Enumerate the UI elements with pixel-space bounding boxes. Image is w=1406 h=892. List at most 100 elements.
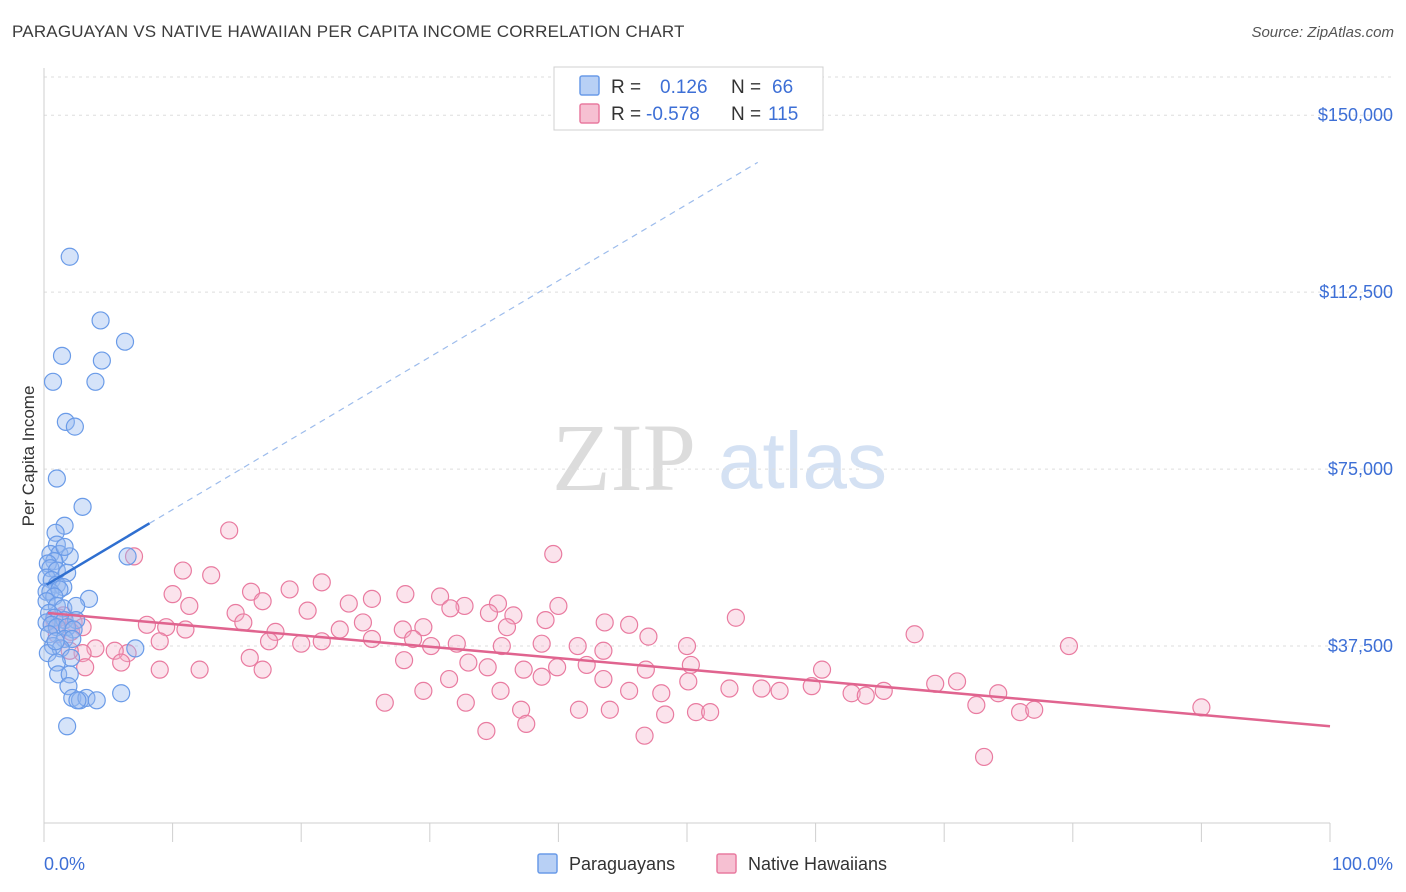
legend-swatch-paraguayans <box>579 75 600 96</box>
native-hawaiian-point <box>1010 703 1030 722</box>
chart-title: PARAGUAYAN VS NATIVE HAWAIIAN PER CAPITA… <box>12 22 685 41</box>
bottom-legend-swatch-native-hawaiians <box>716 853 737 874</box>
native-hawaiian-point <box>456 693 475 712</box>
native-hawaiian-point <box>514 660 533 679</box>
native-hawaiian-point <box>163 585 182 604</box>
native-hawaiian-point <box>600 700 619 719</box>
legend-n-label-2: N = <box>731 104 761 125</box>
native-hawaiian-point <box>491 681 510 700</box>
native-hawaiian-point <box>720 679 739 698</box>
native-hawaiian-point <box>150 660 169 679</box>
paraguayan-point <box>59 677 78 696</box>
watermark-atlas: atlas <box>718 416 887 505</box>
legend-swatch-native-hawaiians <box>579 103 600 124</box>
native-hawaiian-point <box>180 596 199 616</box>
native-hawaiian-point <box>353 613 373 632</box>
paraguayan-point <box>126 639 145 658</box>
native-hawaiian-point <box>512 700 531 719</box>
paraguayan-point <box>86 372 105 391</box>
paraguayan-point <box>73 497 92 516</box>
native-hawaiian-point <box>312 632 331 651</box>
watermark-zip: ZIP <box>552 404 696 511</box>
native-hawaiian-point <box>253 592 272 611</box>
native-hawaiian-point <box>253 660 272 679</box>
native-hawaiian-point <box>726 608 745 627</box>
native-hawaiian-point <box>635 726 654 745</box>
paraguayan-point <box>65 417 84 436</box>
paraguayan-trend-extension <box>149 161 759 524</box>
native-hawaiian-point <box>770 681 789 700</box>
native-hawaiian-point <box>220 521 239 540</box>
axes <box>43 68 1331 842</box>
native-hawaiian-point <box>620 615 639 634</box>
y-tick-label: $37,500 <box>1328 636 1393 656</box>
native-hawaiian-point <box>394 651 414 670</box>
paraguayan-point <box>112 684 131 703</box>
native-hawaiian-point <box>202 566 221 585</box>
native-hawaiian-point <box>947 672 967 691</box>
native-hawaiian-point <box>441 599 460 618</box>
paraguayan-point <box>60 247 79 266</box>
native-hawaiian-point <box>226 603 245 623</box>
native-hawaiian-point <box>292 634 311 653</box>
native-hawaiian-point <box>504 606 523 625</box>
x-tick-label-min: 0.0% <box>44 854 85 874</box>
paraguayan-point <box>92 351 111 370</box>
paraguayan-point <box>118 547 137 566</box>
native-hawaiian-point <box>1025 700 1044 719</box>
native-hawaiian-point <box>330 620 349 639</box>
paraguayan-point <box>56 412 75 432</box>
legend-r-value-2: -0.578 <box>646 104 700 125</box>
native-hawaiian-point <box>620 681 639 700</box>
native-hawaiian-point <box>479 603 499 623</box>
native-hawaiian-point <box>375 693 394 712</box>
native-hawaiian-point <box>967 695 986 715</box>
native-hawaiian-point <box>492 636 511 656</box>
paraguayan-point <box>68 691 87 710</box>
native-hawaiian-point <box>339 594 358 613</box>
paraguayan-point <box>46 632 65 651</box>
native-hawaiian-point <box>112 653 131 672</box>
bottom-legend: Paraguayans Native Hawaiians <box>537 853 887 874</box>
paraguayan-point <box>43 372 63 391</box>
y-tick-label: $75,000 <box>1328 459 1393 479</box>
native-hawaiian-point <box>679 672 698 691</box>
native-hawaiian-point <box>652 684 671 703</box>
paraguayan-point <box>91 311 110 330</box>
native-hawaiian-point <box>478 658 497 677</box>
native-hawaiian-point <box>150 632 169 651</box>
native-hawaiian-point <box>989 684 1008 703</box>
trend-lines <box>149 161 759 524</box>
grid-lines <box>44 76 1393 647</box>
native-hawaiian-point <box>548 658 567 677</box>
paraguayan-trend-line <box>45 522 151 586</box>
native-hawaiian-point <box>639 627 658 646</box>
native-hawaiian-point <box>905 625 924 644</box>
native-hawaiian-point <box>544 544 563 564</box>
y-tick-labels: $37,500 $75,000 $112,500 $150,000 <box>1318 105 1393 656</box>
native-hawaiian-point <box>403 629 423 649</box>
native-hawaiian-point <box>259 632 279 651</box>
native-hawaiian-point <box>974 747 994 767</box>
native-hawaiian-point <box>312 573 331 592</box>
native-hawaiian-point <box>76 658 95 677</box>
native-hawaiian-point <box>569 700 589 719</box>
native-hawaiian-point <box>497 618 517 637</box>
legend-r-value-1: 0.126 <box>660 77 708 98</box>
y-axis-title: Per Capita Income <box>19 386 38 527</box>
bottom-legend-label-paraguayans: Paraguayans <box>569 854 675 874</box>
native-hawaiian-point <box>568 636 587 656</box>
native-hawaiian-point <box>594 641 613 660</box>
native-hawaiian-point <box>362 589 382 608</box>
native-hawaiian-point <box>105 641 124 660</box>
paraguayan-point <box>55 537 74 557</box>
native-hawaiian-point <box>812 660 832 679</box>
paraguayan-point <box>115 332 135 351</box>
native-hawaiian-point <box>430 587 450 606</box>
native-hawaiian-point <box>414 681 433 700</box>
legend-r-label-1: R = <box>611 77 641 98</box>
native-hawaiian-point <box>636 660 655 679</box>
native-hawaiian-trend-line <box>47 611 1331 728</box>
trend-lines-front <box>45 522 1331 728</box>
native-hawaiian-point <box>532 667 551 686</box>
